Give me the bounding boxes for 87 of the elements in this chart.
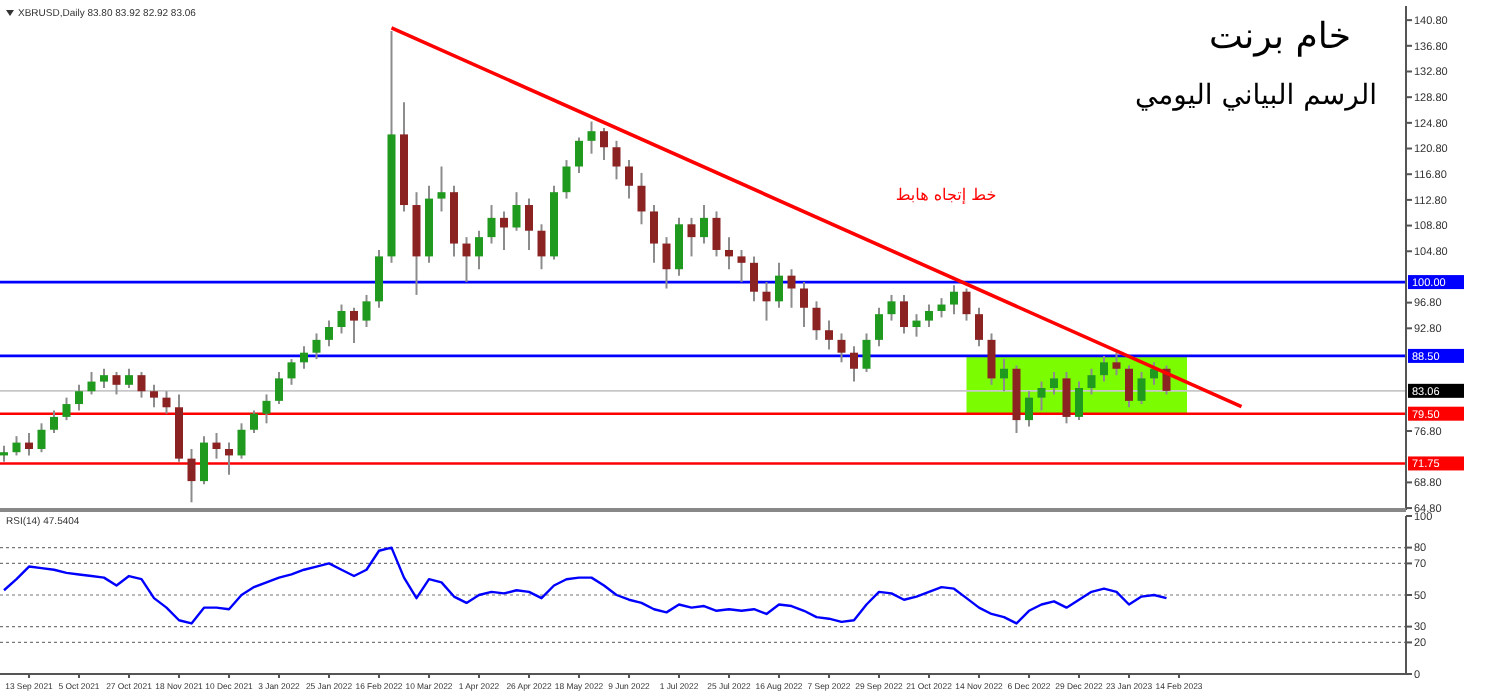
candlestick — [300, 345, 308, 370]
text: الرسم البياني اليومي — [1134, 80, 1378, 112]
candlestick — [312, 332, 321, 361]
candlestick — [662, 236, 671, 290]
candlestick — [137, 370, 146, 399]
candlestick — [1025, 390, 1033, 428]
candlestick — [737, 248, 746, 284]
candlestick — [575, 136, 583, 174]
candlestick — [112, 370, 121, 396]
candlestick — [100, 367, 108, 390]
candlestick — [625, 159, 633, 200]
candlestick — [750, 255, 758, 303]
candlestick — [962, 287, 971, 322]
candlestick — [725, 236, 733, 271]
candlestick — [162, 390, 171, 415]
candlestick — [337, 303, 346, 335]
candlestick — [25, 431, 33, 457]
candlestick — [837, 332, 846, 364]
candlestick — [262, 393, 271, 425]
candlestick — [350, 306, 358, 345]
candlestick — [462, 236, 471, 284]
candlestick — [62, 396, 71, 422]
candlestick — [562, 159, 571, 200]
candlestick — [812, 300, 821, 341]
candlestick — [225, 441, 233, 476]
candlestick — [900, 293, 908, 335]
candlestick — [1037, 380, 1046, 412]
candlestick — [1000, 358, 1008, 393]
candlestick — [1112, 351, 1121, 377]
candlestick — [537, 223, 546, 271]
candlestick — [187, 448, 196, 504]
candlestick — [12, 435, 21, 457]
candlestick — [525, 197, 533, 251]
candlestick — [762, 281, 771, 322]
candlestick — [587, 120, 596, 155]
candlestick — [862, 332, 871, 373]
candlestick — [612, 139, 621, 181]
candlestick — [787, 268, 796, 309]
candlestick — [1050, 370, 1058, 396]
candlestick — [1125, 364, 1133, 409]
candlestick — [75, 383, 83, 412]
candlestick — [275, 370, 283, 406]
candlestick — [912, 313, 921, 338]
candlestick — [87, 370, 96, 396]
candlestick — [150, 383, 158, 409]
candlestick — [1137, 370, 1146, 406]
candlestick — [637, 171, 646, 226]
candlestick — [487, 204, 496, 245]
candlestick — [212, 431, 221, 460]
candlestick — [475, 229, 483, 271]
candlestick — [1087, 367, 1096, 396]
candlestick — [675, 216, 683, 277]
candlestick — [50, 409, 58, 434]
candlestick — [712, 210, 721, 258]
candlestick — [700, 204, 708, 245]
candlestick — [200, 435, 208, 486]
candlestick — [37, 422, 46, 454]
candlestick — [875, 306, 883, 348]
candlestick — [375, 248, 383, 309]
candlestick — [825, 319, 833, 351]
candlestick — [650, 204, 658, 264]
candlestick — [775, 261, 783, 309]
candlestick — [600, 126, 608, 162]
candlestick — [850, 345, 858, 383]
candlestick — [800, 281, 808, 329]
candlestick — [500, 210, 508, 251]
candlestick — [925, 303, 933, 329]
candlestick — [1062, 370, 1071, 425]
candlestick — [1100, 354, 1108, 383]
candlestick — [975, 306, 983, 348]
candlestick — [437, 165, 446, 213]
candlestick — [687, 216, 696, 258]
candlestick — [937, 297, 946, 319]
candlestick — [887, 293, 896, 322]
candlestick — [987, 332, 996, 386]
annotation: خط إتجاه هابط — [895, 186, 997, 204]
candlestick — [325, 319, 333, 348]
candlestick — [512, 191, 521, 232]
candlestick — [250, 409, 258, 434]
candlestick — [950, 284, 958, 316]
line-series — [2, 546, 1168, 625]
candlestick — [287, 358, 296, 386]
candlestick — [1075, 380, 1083, 422]
candlestick — [237, 422, 246, 460]
chart-title: خام برنت — [1208, 16, 1352, 58]
candlestick — [362, 293, 371, 329]
candlestick — [125, 367, 133, 390]
